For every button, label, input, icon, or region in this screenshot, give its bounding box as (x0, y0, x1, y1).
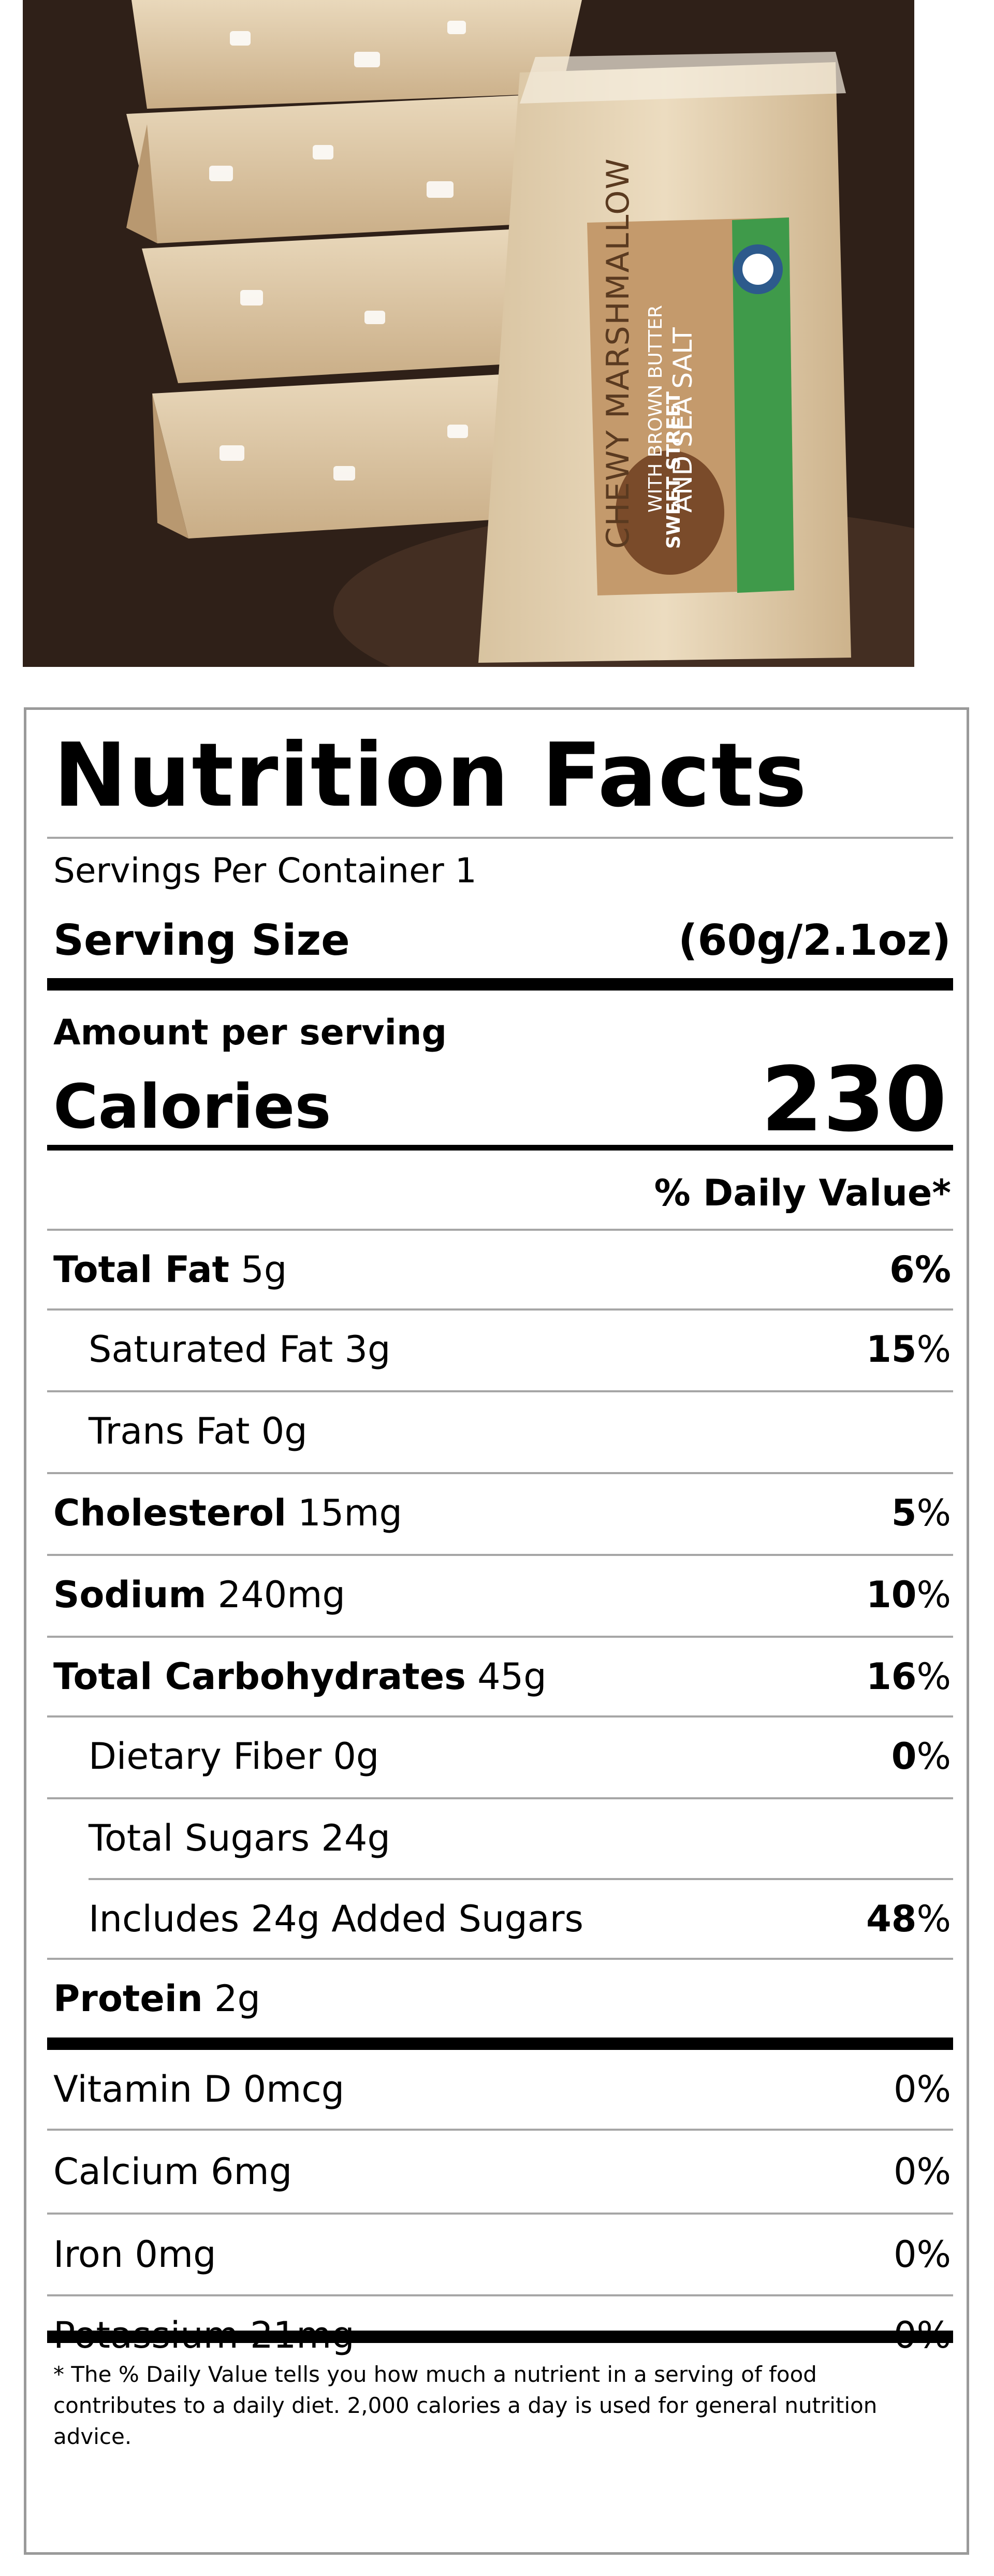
product-photo: CHEWY MARSHMALLOW WITH BROWN BUTTER AND … (23, 0, 914, 667)
nutrient-row-cholesterol: Cholesterol 15mg 5% (47, 1474, 953, 1552)
product-subname: WITH BROWN BUTTER (645, 305, 666, 513)
nutrient-label: Total Carbohydrates 45g (53, 1655, 547, 1698)
nutrient-daily-value: 5% (891, 1492, 951, 1534)
nutrient-daily-value: 6% (889, 1248, 951, 1291)
nutrient-row-added-sugars: Includes 24g Added Sugars 48% (47, 1880, 953, 1958)
divider (47, 1797, 953, 1799)
serving-size-value: (60g/2.1oz) (678, 916, 951, 965)
nutrient-label: Includes 24g Added Sugars (89, 1898, 583, 1940)
serving-size-label: Serving Size (53, 916, 350, 965)
nutrient-row-total-carbohydrates: Total Carbohydrates 45g 16% (47, 1638, 953, 1715)
divider-thick (47, 2331, 953, 2343)
amount-per-serving: Amount per serving (53, 1012, 447, 1053)
divider-thick (47, 2037, 953, 2050)
nutrient-label: Total Sugars 24g (89, 1817, 390, 1859)
nutrient-label: Trans Fat 0g (89, 1410, 308, 1452)
divider (47, 837, 953, 839)
divider (47, 1715, 953, 1718)
nutrient-label: Total Fat 5g (53, 1248, 287, 1291)
nutrient-row-trans-fat: Trans Fat 0g (47, 1392, 953, 1470)
nutrient-label: Dietary Fiber 0g (89, 1735, 379, 1778)
product-photo-illustration (23, 0, 914, 667)
nutrient-daily-value: 48% (866, 1898, 951, 1940)
divider-indented (89, 1878, 953, 1880)
vitamin-label: Calcium 6mg (53, 2150, 293, 2193)
nutrient-daily-value: 10% (866, 1574, 951, 1616)
divider (47, 1308, 953, 1311)
divider (47, 2294, 953, 2296)
nutrient-row-protein: Protein 2g (47, 1960, 953, 2037)
nutrient-label: Sodium 240mg (53, 1574, 345, 1616)
panel-title: Nutrition Facts (53, 724, 808, 827)
footnote: * The % Daily Value tells you how much a… (53, 2362, 878, 2449)
servings-per-container: Servings Per Container 1 (53, 851, 477, 891)
divider (47, 1636, 953, 1638)
nutrient-daily-value: 15% (866, 1328, 951, 1371)
wrapped-bar (478, 52, 851, 663)
brand-logo-text: SWEET STREET (663, 391, 684, 549)
divider (47, 1229, 953, 1231)
nutrient-row-sodium: Sodium 240mg 10% (47, 1556, 953, 1634)
vitamin-daily-value: 0% (893, 2150, 951, 2193)
nutrient-daily-value: 16% (866, 1655, 951, 1698)
vitamin-row-calcium: Calcium 6mg 0% (47, 2131, 953, 2213)
divider (47, 1958, 953, 1960)
nutrient-row-total-sugars: Total Sugars 24g (47, 1799, 953, 1877)
vitamin-row-iron: Iron 0mg 0% (47, 2215, 953, 2294)
product-name: CHEWY MARSHMALLOW (600, 157, 636, 549)
daily-value-header: % Daily Value* (654, 1172, 951, 1214)
vitamin-label: Iron 0mg (53, 2233, 216, 2276)
divider (47, 1472, 953, 1474)
nutrient-row-total-fat: Total Fat 5g 6% (47, 1231, 953, 1308)
calories-value: 230 (761, 1047, 947, 1152)
nutrient-label: Protein 2g (53, 1977, 260, 2020)
divider (47, 2129, 953, 2131)
nutrient-row-saturated-fat: Saturated Fat 3g 15% (47, 1311, 953, 1388)
vitamin-daily-value: 0% (893, 2068, 951, 2111)
nutrient-daily-value: 0% (891, 1735, 951, 1778)
nutrient-row-dietary-fiber: Dietary Fiber 0g 0% (47, 1718, 953, 1795)
nutrient-label: Saturated Fat 3g (89, 1328, 391, 1371)
vitamin-daily-value: 0% (893, 2233, 951, 2276)
nutrition-facts-panel: Nutrition Facts Servings Per Container 1… (24, 707, 969, 2555)
divider (47, 1390, 953, 1392)
vitamin-label: Vitamin D 0mcg (53, 2068, 345, 2111)
divider (47, 1554, 953, 1556)
vitamin-row-vitamin-d: Vitamin D 0mcg 0% (47, 2051, 953, 2128)
bar-stack (126, 0, 582, 539)
nutrient-label: Cholesterol 15mg (53, 1492, 402, 1534)
calories-label: Calories (53, 1071, 331, 1142)
divider (47, 2213, 953, 2215)
divider-medium (47, 1145, 953, 1151)
divider-thick (47, 978, 953, 991)
